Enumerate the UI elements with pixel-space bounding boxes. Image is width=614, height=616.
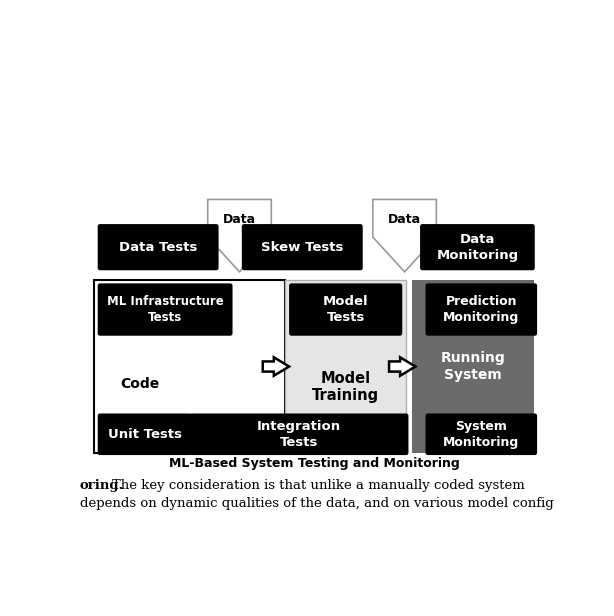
Text: Running
System: Running System [441,351,505,382]
Text: ML Infrastructure
Tests: ML Infrastructure Tests [107,295,223,324]
Text: oring.: oring. [80,479,124,492]
FancyBboxPatch shape [189,413,408,455]
Polygon shape [208,200,271,272]
Polygon shape [373,200,437,272]
FancyBboxPatch shape [420,224,535,270]
Polygon shape [389,357,416,376]
FancyBboxPatch shape [426,413,537,455]
Text: System
Monitoring: System Monitoring [443,419,519,449]
Text: Data: Data [223,213,256,226]
Polygon shape [263,357,289,376]
FancyBboxPatch shape [98,413,192,455]
Text: Model
Training: Model Training [312,371,379,403]
Text: Data: Data [388,213,421,226]
FancyBboxPatch shape [98,283,233,336]
Text: Data Tests: Data Tests [119,241,197,254]
FancyBboxPatch shape [426,283,537,336]
Text: Prediction
Monitoring: Prediction Monitoring [443,295,519,324]
FancyBboxPatch shape [98,224,219,270]
Text: Skew Tests: Skew Tests [261,241,343,254]
Text: Data
Monitoring: Data Monitoring [437,233,518,262]
Text: Model
Tests: Model Tests [323,295,368,324]
FancyBboxPatch shape [242,224,363,270]
Bar [94,280,286,453]
Text: ML-Based System Testing and Monitoring: ML-Based System Testing and Monitoring [169,457,460,470]
FancyBboxPatch shape [289,283,402,336]
Text: The key consideration is that unlike a manually coded system: The key consideration is that unlike a m… [112,479,525,492]
Bar [413,280,534,453]
Text: Integration
Tests: Integration Tests [257,419,341,449]
Text: Code: Code [121,377,160,391]
Bar [286,280,406,453]
Text: depends on dynamic qualities of the data, and on various model config: depends on dynamic qualities of the data… [80,497,554,510]
Text: Unit Tests: Unit Tests [107,428,182,441]
